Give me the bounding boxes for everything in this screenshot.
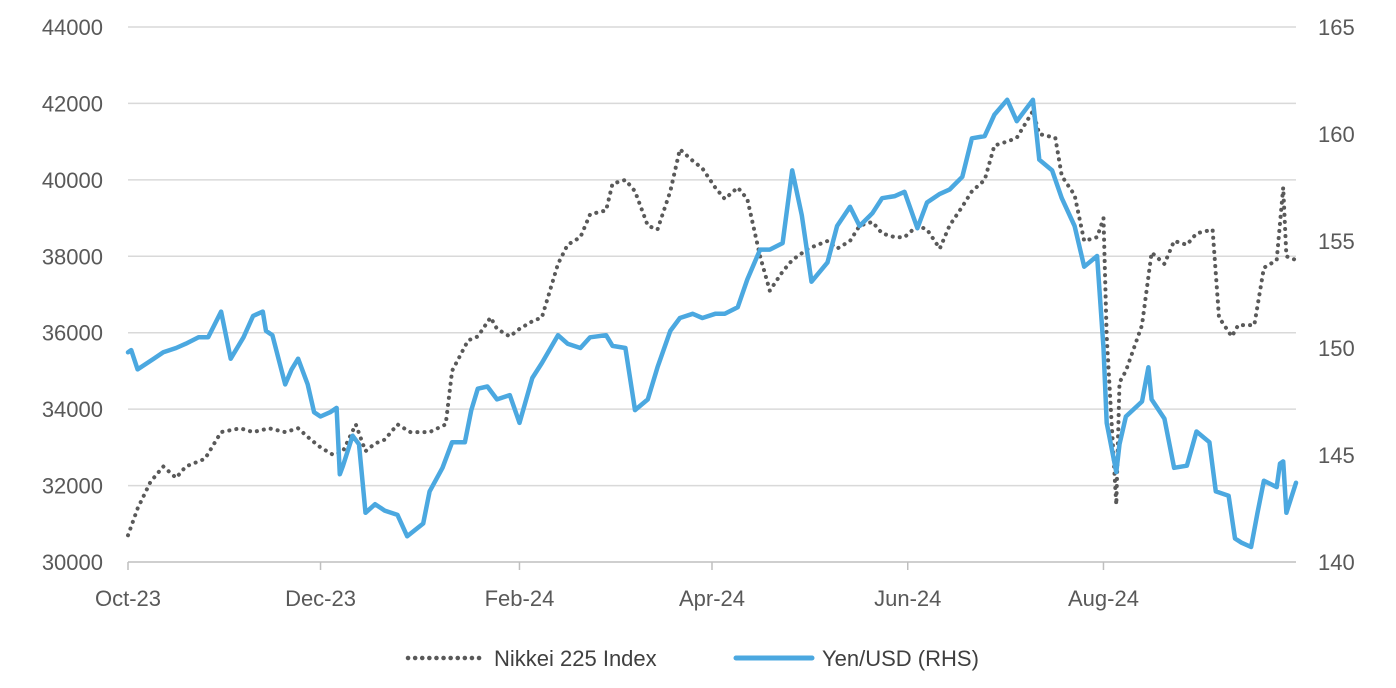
y-right-tick-label: 165	[1318, 15, 1355, 40]
y-left-tick-label: 42000	[42, 91, 103, 116]
y-right-tick-label: 145	[1318, 443, 1355, 468]
y-axis-right: 140 145 150 155 160 165	[1318, 15, 1355, 575]
y-right-tick-label: 160	[1318, 122, 1355, 147]
legend: Nikkei 225 Index Yen/USD (RHS)	[405, 646, 979, 671]
x-tick-label: Jun-24	[874, 586, 941, 611]
x-tick-label: Aug-24	[1068, 586, 1139, 611]
series-line-nikkei	[126, 109, 1298, 538]
legend-label-yen: Yen/USD (RHS)	[822, 646, 979, 671]
y-right-tick-label: 155	[1318, 229, 1355, 254]
y-left-tick-label: 38000	[42, 244, 103, 269]
series-layer	[125, 97, 1299, 550]
x-axis: Oct-23 Dec-23 Feb-24 Apr-24 Jun-24 Aug-24	[95, 561, 1296, 611]
gridlines	[128, 26, 1296, 487]
y-axis-left: 30000 32000 34000 36000 38000 40000 42000 44000	[42, 15, 103, 575]
y-right-tick-label: 150	[1318, 336, 1355, 361]
series-line-yen	[125, 97, 1299, 550]
y-left-tick-label: 36000	[42, 321, 103, 346]
y-left-tick-label: 32000	[42, 474, 103, 499]
y-left-tick-label: 40000	[42, 168, 103, 193]
x-tick-label: Apr-24	[679, 586, 745, 611]
y-right-tick-label: 140	[1318, 550, 1355, 575]
legend-label-nikkei: Nikkei 225 Index	[494, 646, 657, 671]
y-left-tick-label: 44000	[42, 15, 103, 40]
x-tick-label: Feb-24	[485, 586, 555, 611]
y-left-tick-label: 34000	[42, 397, 103, 422]
x-tick-label: Dec-23	[285, 586, 356, 611]
x-tick-label: Oct-23	[95, 586, 161, 611]
y-left-tick-label: 30000	[42, 550, 103, 575]
